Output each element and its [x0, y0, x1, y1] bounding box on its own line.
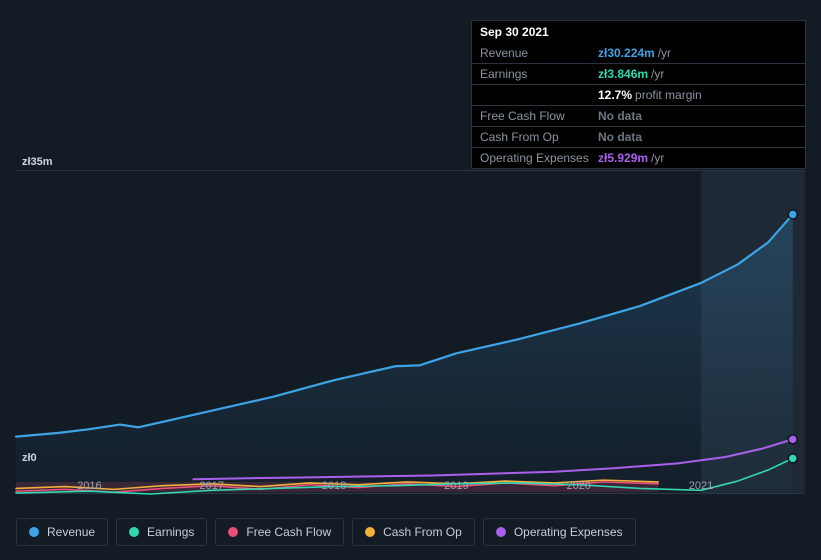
- tooltip-value-wrap: zł30.224m/yr: [598, 46, 671, 60]
- series-marker-opex: [788, 435, 797, 444]
- legend-label: Free Cash Flow: [246, 525, 331, 539]
- tooltip-value: 12.7%: [598, 88, 632, 102]
- x-tick: 2017: [199, 480, 223, 492]
- legend-item-cash-from-op[interactable]: Cash From Op: [352, 518, 475, 546]
- tooltip-row: Earningszł3.846m/yr: [472, 64, 805, 85]
- tooltip-value-wrap: 12.7%profit margin: [598, 88, 702, 102]
- tooltip-panel: Sep 30 2021 Revenuezł30.224m/yrEarningsz…: [471, 20, 806, 169]
- x-tick: 2016: [77, 480, 101, 492]
- legend-swatch: [496, 527, 506, 537]
- chart-container: Sep 30 2021 Revenuezł30.224m/yrEarningsz…: [0, 0, 821, 560]
- tooltip-value-wrap: No data: [598, 109, 642, 123]
- legend-label: Cash From Op: [383, 525, 462, 539]
- chart-legend: Revenue Earnings Free Cash Flow Cash From O…: [16, 518, 805, 546]
- tooltip-label: Cash From Op: [480, 130, 598, 144]
- series-marker-revenue: [788, 210, 797, 219]
- tooltip-label: Operating Expenses: [480, 151, 598, 165]
- x-tick: 2019: [444, 480, 468, 492]
- tooltip-row: Cash From OpNo data: [472, 127, 805, 148]
- legend-swatch: [365, 527, 375, 537]
- legend-label: Revenue: [47, 525, 95, 539]
- tooltip-value: No data: [598, 109, 642, 123]
- legend-swatch: [129, 527, 139, 537]
- y-axis-label-top: zł35m: [22, 156, 53, 168]
- tooltip-row: 12.7%profit margin: [472, 85, 805, 106]
- tooltip-row: Revenuezł30.224m/yr: [472, 43, 805, 64]
- tooltip-label: [480, 88, 598, 102]
- tooltip-suffix: /yr: [658, 46, 671, 60]
- legend-item-free-cash-flow[interactable]: Free Cash Flow: [215, 518, 344, 546]
- tooltip-value-wrap: No data: [598, 130, 642, 144]
- tooltip-row: Free Cash FlowNo data: [472, 106, 805, 127]
- tooltip-value-wrap: zł5.929m/yr: [598, 151, 664, 165]
- series-marker-earnings: [788, 454, 797, 463]
- tooltip-suffix: profit margin: [635, 88, 702, 102]
- x-tick: 2020: [566, 480, 590, 492]
- legend-item-operating-expenses[interactable]: Operating Expenses: [483, 518, 636, 546]
- revenue-area: [16, 214, 793, 494]
- legend-item-earnings[interactable]: Earnings: [116, 518, 207, 546]
- tooltip-value: zł30.224m: [598, 46, 655, 60]
- legend-swatch: [228, 527, 238, 537]
- tooltip-value: zł5.929m: [598, 151, 648, 165]
- tooltip-value: No data: [598, 130, 642, 144]
- tooltip-label: Free Cash Flow: [480, 109, 598, 123]
- x-axis: 2016 2017 2018 2019 2020 2021: [16, 474, 805, 494]
- tooltip-label: Revenue: [480, 46, 598, 60]
- tooltip-label: Earnings: [480, 67, 598, 81]
- chart-plot-area[interactable]: [16, 170, 805, 494]
- tooltip-suffix: /yr: [651, 67, 664, 81]
- tooltip-value: zł3.846m: [598, 67, 648, 81]
- x-tick: 2018: [322, 480, 346, 492]
- legend-item-revenue[interactable]: Revenue: [16, 518, 108, 546]
- x-tick: 2021: [689, 480, 713, 492]
- tooltip-date: Sep 30 2021: [472, 21, 805, 43]
- chart-svg: [16, 170, 805, 494]
- legend-label: Operating Expenses: [514, 525, 623, 539]
- legend-swatch: [29, 527, 39, 537]
- tooltip-value-wrap: zł3.846m/yr: [598, 67, 664, 81]
- tooltip-suffix: /yr: [651, 151, 664, 165]
- legend-label: Earnings: [147, 525, 194, 539]
- tooltip-row: Operating Expenseszł5.929m/yr: [472, 148, 805, 168]
